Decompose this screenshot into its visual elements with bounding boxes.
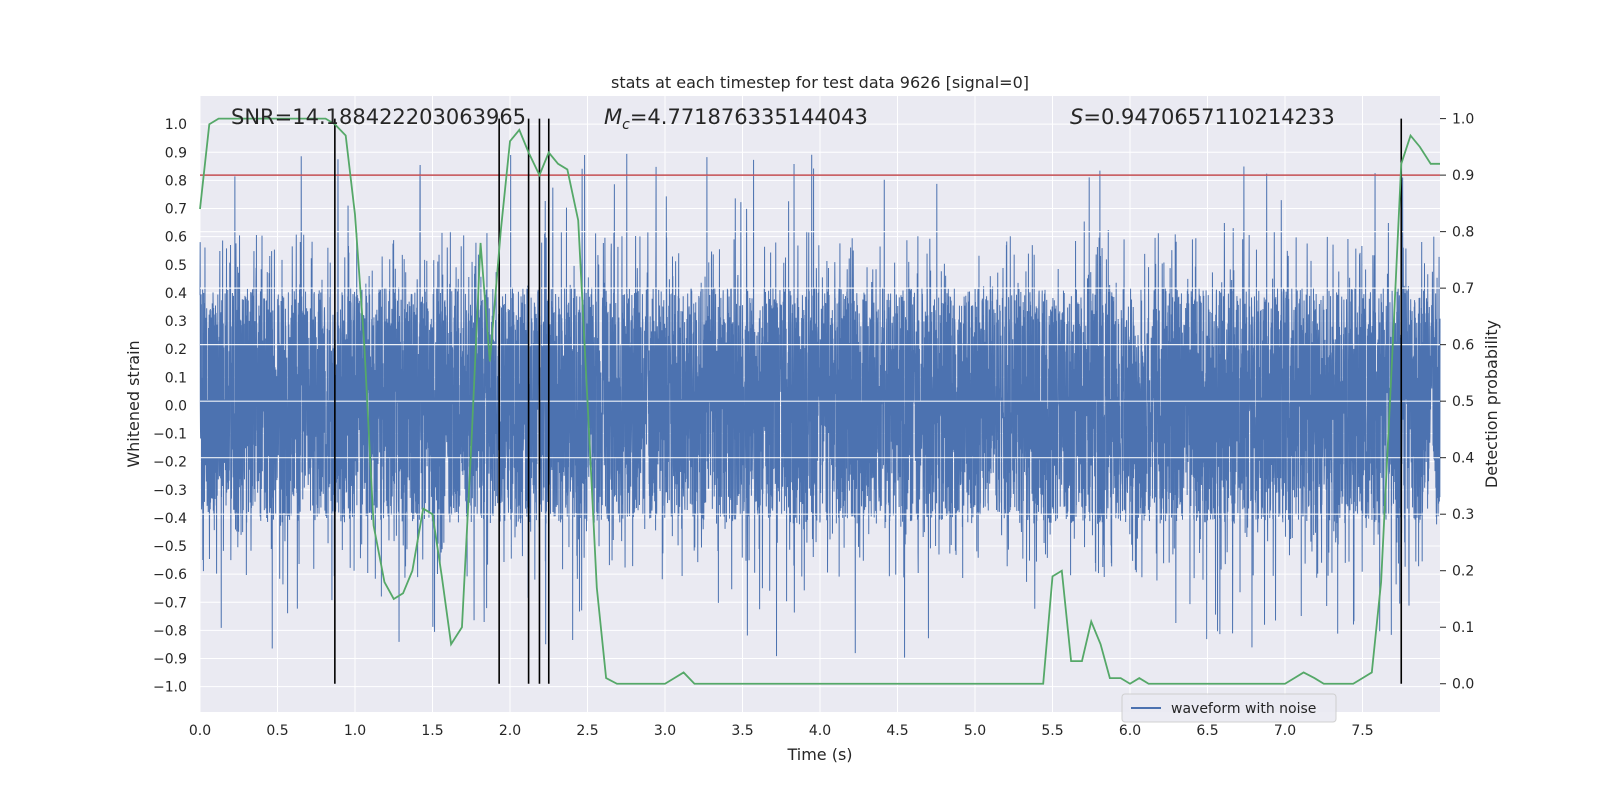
x-tick-label: 5.5 <box>1041 723 1063 739</box>
y2-tick-label: 0.6 <box>1452 338 1474 354</box>
y-tick-label: −0.1 <box>153 427 187 443</box>
chirp-mass-symbol: M <box>604 105 622 129</box>
s-value: =0.9470657110214233 <box>1083 105 1334 129</box>
y-tick-label: 0.6 <box>165 230 187 246</box>
legend-box <box>1121 693 1337 723</box>
y-axis-label: Whitened strain <box>124 340 143 467</box>
x-tick-label: 2.5 <box>576 723 598 739</box>
x-tick-label: 4.0 <box>809 723 831 739</box>
y2-tick-label: 0.1 <box>1452 620 1474 636</box>
y-tick-label: −1.0 <box>153 680 187 696</box>
y-tick-label: 0.4 <box>165 286 187 302</box>
y-tick-label: 0.5 <box>165 258 187 274</box>
y2-tick-label: 0.0 <box>1452 677 1474 693</box>
y-tick-label: 0.0 <box>165 398 187 414</box>
x-tick-label: 1.5 <box>421 723 443 739</box>
y2-tick-label: 0.3 <box>1452 507 1474 523</box>
y-tick-label: 0.3 <box>165 314 187 330</box>
x-tick-labels: 0.0 0.5 1.0 1.5 2.0 2.5 3.0 3.5 4.0 4.5 5.0 5.5 6.0 6… <box>189 723 1374 739</box>
y2-tick-label: 1.0 <box>1452 112 1474 128</box>
x-tick-label: 5.0 <box>964 723 986 739</box>
x-tick-label: 7.0 <box>1274 723 1296 739</box>
x-axis-label: Time (s) <box>786 745 852 764</box>
y-tick-label: 0.1 <box>165 370 187 386</box>
y2-tick-label: 0.9 <box>1452 168 1474 184</box>
legend-waveform-label: waveform with noise <box>1171 701 1316 717</box>
y2-tick-labels: 1.0 0.9 0.8 0.7 0.6 0.5 0.4 0.3 0.2 0.1 0.0 <box>1440 112 1474 693</box>
chirp-mass-value: =4.771876335144043 <box>630 105 868 129</box>
s-symbol: S <box>1070 105 1083 129</box>
snr-annotation: SNR=14.188422203063965 <box>231 105 526 129</box>
waveform-line <box>199 153 1441 658</box>
y2-tick-label: 0.8 <box>1452 225 1474 241</box>
waveform-series <box>199 153 1441 658</box>
x-tick-label: 1.0 <box>344 723 366 739</box>
x-tick-label: 7.5 <box>1351 723 1373 739</box>
vertical-markers <box>334 118 1403 684</box>
y2-tick-label: 0.7 <box>1452 281 1474 297</box>
y-tick-label: 0.9 <box>165 145 187 161</box>
y-tick-label: 0.8 <box>165 173 187 189</box>
y-tick-label: −0.3 <box>153 483 187 499</box>
y-tick-label: 0.2 <box>165 342 187 358</box>
s-annotation: S=0.9470657110214233 <box>1070 105 1335 129</box>
x-tick-label: 3.5 <box>731 723 753 739</box>
y-tick-label: 1.0 <box>165 117 187 133</box>
x-tick-label: 0.0 <box>189 723 211 739</box>
x-tick-label: 6.0 <box>1119 723 1141 739</box>
x-tick-label: 3.0 <box>654 723 676 739</box>
y2-tick-label: 0.5 <box>1452 394 1474 410</box>
y-tick-label: −0.5 <box>153 539 187 555</box>
y2-tick-label: 0.4 <box>1452 451 1474 467</box>
chirp-mass-annotation: Mc=4.771876335144043 <box>604 105 868 133</box>
y2-tick-label: 0.2 <box>1452 564 1474 580</box>
y2-axis-label: Detection probability <box>1482 320 1501 488</box>
x-tick-label: 6.5 <box>1196 723 1218 739</box>
y-tick-labels: 1.0 0.9 0.8 0.7 0.6 0.5 0.4 0.3 0.2 0.1 0.0 −0.1 −0.… <box>153 117 187 696</box>
y-tick-label: −0.8 <box>153 623 187 639</box>
x-tick-label: 0.5 <box>266 723 288 739</box>
y-tick-label: −0.2 <box>153 455 187 471</box>
x-tick-label: 4.5 <box>886 723 908 739</box>
detection-probability-series <box>199 117 1440 685</box>
y-tick-label: −0.9 <box>153 652 187 668</box>
x-tick-label: 2.0 <box>499 723 521 739</box>
chart-title: stats at each timestep for test data 962… <box>611 73 1029 92</box>
y-tick-label: 0.7 <box>165 202 187 218</box>
y-tick-label: −0.4 <box>153 511 187 527</box>
y-tick-label: −0.7 <box>153 595 187 611</box>
legend: waveform with noise <box>1121 693 1337 723</box>
detection-probability-line <box>199 117 1440 685</box>
y-tick-label: −0.6 <box>153 567 187 583</box>
chirp-mass-subscript: c <box>622 117 630 133</box>
